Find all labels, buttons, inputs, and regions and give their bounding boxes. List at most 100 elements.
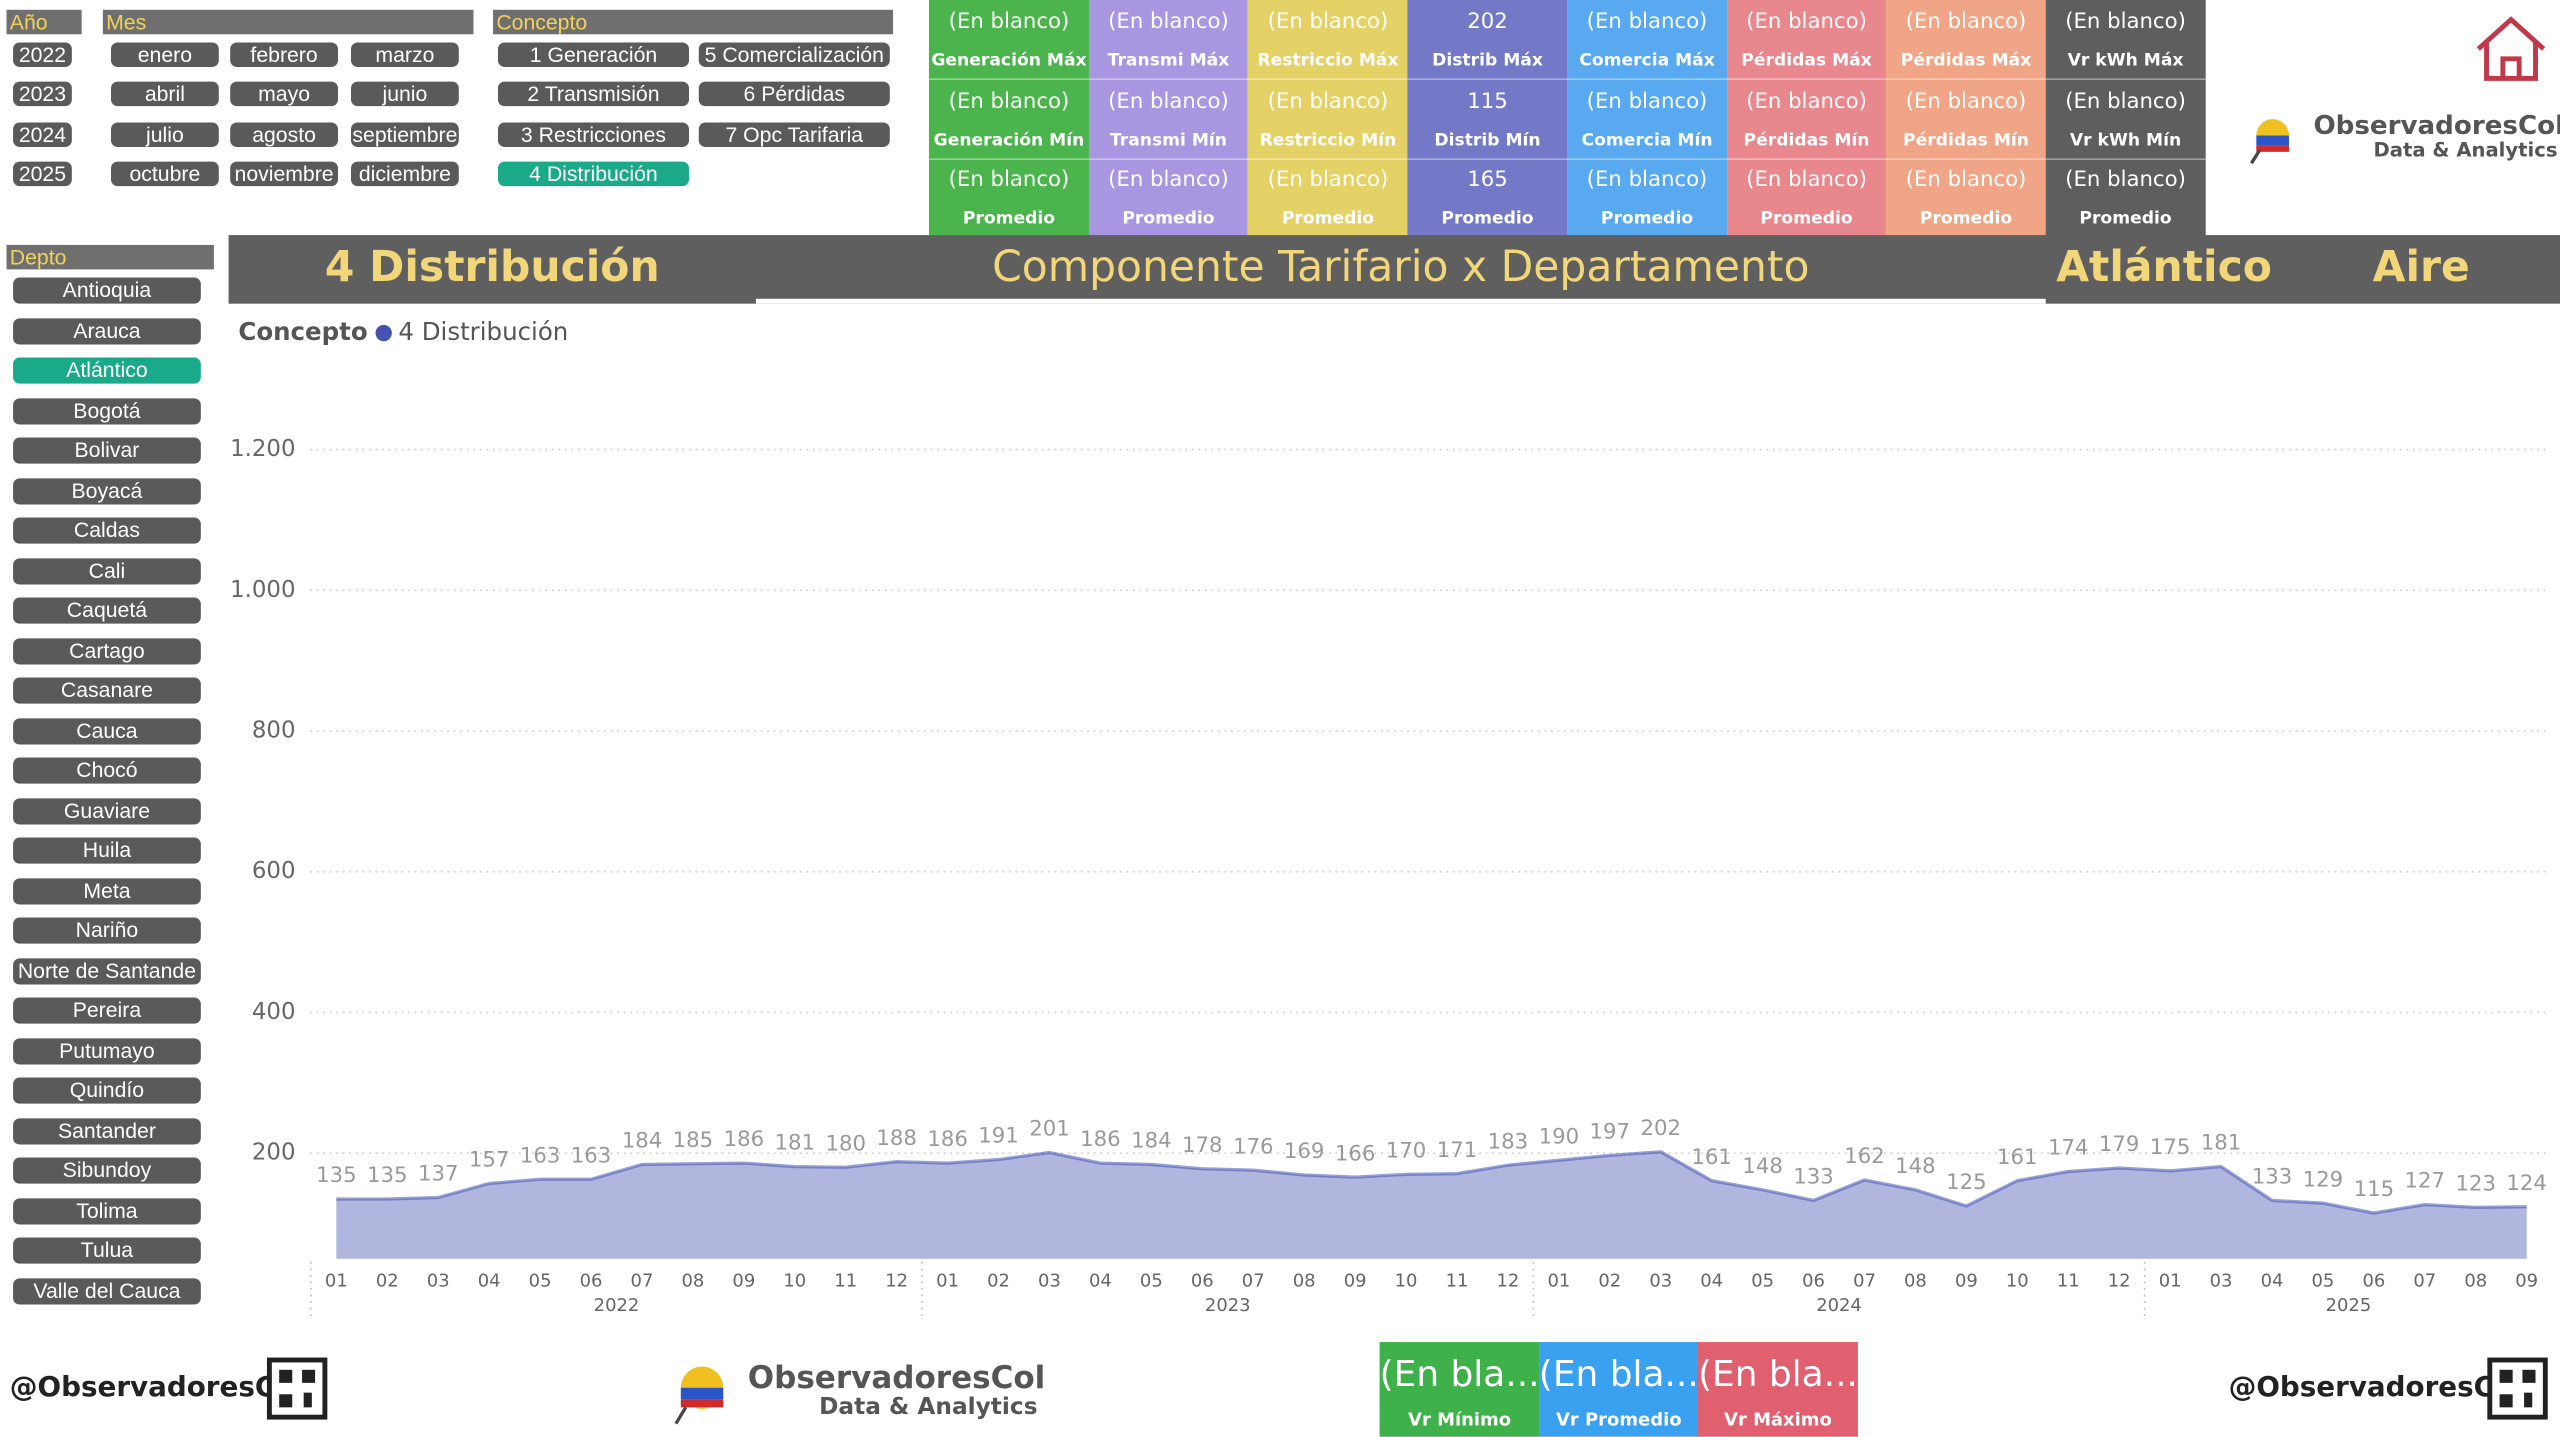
card-label: Pérdidas Máx <box>1900 50 2032 71</box>
depto-button[interactable]: Quindío <box>13 1077 201 1104</box>
month-button[interactable]: enero <box>111 42 219 67</box>
card-label: Promedio <box>1600 208 1694 229</box>
card <box>1567 0 1728 237</box>
card-value: (En blanco) <box>1746 9 1867 35</box>
concept-button[interactable]: 7 Opc Tarifaria <box>698 122 890 147</box>
depto-button[interactable]: Santander <box>13 1117 201 1144</box>
card-value: 115 <box>1467 88 1508 114</box>
month-button[interactable]: septiembre <box>351 122 459 147</box>
data-label: 181 <box>775 1131 816 1156</box>
month-button[interactable]: agosto <box>230 122 338 147</box>
depto-button[interactable]: Guaviare <box>13 797 201 824</box>
month-button[interactable]: mayo <box>230 81 338 107</box>
card-label: Promedio <box>962 208 1056 229</box>
month-button[interactable]: noviembre <box>230 161 338 187</box>
card-value: (En blanco) <box>1586 168 1708 193</box>
depto-button[interactable]: Cali <box>13 557 201 584</box>
year-button[interactable]: 2023 <box>13 81 72 107</box>
depto-button[interactable]: Valle del Cauca <box>13 1277 201 1304</box>
card-label: Generación Máx <box>931 50 1087 71</box>
depto-button[interactable]: Norte de Santande <box>13 957 201 984</box>
card-value: (En blanco) <box>948 88 1070 114</box>
home-icon[interactable] <box>2476 16 2546 81</box>
data-label: 178 <box>1182 1133 1223 1158</box>
depto-button[interactable]: Atlántico <box>13 357 201 384</box>
month-button[interactable]: abril <box>111 81 219 107</box>
depto-button[interactable]: Meta <box>13 877 201 904</box>
depto-button[interactable]: Antioquia <box>13 277 201 304</box>
data-label: 184 <box>622 1129 663 1154</box>
data-label: 148 <box>1895 1154 1936 1179</box>
year-button[interactable]: 2022 <box>13 42 72 67</box>
depto-button[interactable]: Bolivar <box>13 437 201 464</box>
depto-button[interactable]: Nariño <box>13 917 201 944</box>
card-value: (En blanco) <box>948 168 1070 193</box>
card-divider <box>1726 78 1887 80</box>
footer-card-label: Vr Mínimo <box>1408 1408 1512 1431</box>
month-button[interactable]: febrero <box>230 42 338 67</box>
card-divider <box>1726 157 1887 160</box>
card-divider <box>1886 157 2047 160</box>
depto-button[interactable]: Huila <box>13 837 201 864</box>
card-value: (En blanco) <box>1108 168 1229 193</box>
data-label: 123 <box>2455 1172 2496 1197</box>
card-label: Comercia Mín <box>1581 129 1713 150</box>
x-tick-label: 09 <box>1955 1271 1978 1292</box>
depto-button[interactable]: Pereira <box>13 997 201 1024</box>
card-label: Vr kWh Mín <box>2069 129 2182 150</box>
footer-card-value: (En bla... <box>1697 1355 1858 1396</box>
x-tick-label: 02 <box>1598 1271 1621 1292</box>
depto-button[interactable]: Chocó <box>13 757 201 784</box>
concept-button[interactable]: 6 Pérdidas <box>698 81 890 107</box>
depto-button[interactable]: Cauca <box>13 717 201 744</box>
month-button[interactable]: junio <box>351 81 459 107</box>
year-button[interactable]: 2025 <box>13 161 72 187</box>
depto-button[interactable]: Casanare <box>13 677 201 704</box>
data-label: 133 <box>1793 1165 1834 1190</box>
card-label: Restriccio Máx <box>1257 50 1399 71</box>
concept-button[interactable]: 3 Restricciones <box>497 122 689 147</box>
concept-button[interactable]: 2 Transmisión <box>497 81 689 107</box>
x-tick-label: 10 <box>2006 1271 2029 1292</box>
depto-button[interactable]: Arauca <box>13 317 201 344</box>
data-label: 186 <box>724 1127 765 1152</box>
data-label: 170 <box>1386 1138 1427 1163</box>
concept-button[interactable]: 5 Comercialización <box>698 42 890 67</box>
x-tick-label: 06 <box>580 1271 603 1292</box>
year-button[interactable]: 2024 <box>13 122 72 147</box>
depto-button[interactable]: Caquetá <box>13 597 201 624</box>
card-label: Promedio <box>1281 208 1375 229</box>
month-button[interactable]: julio <box>111 122 219 147</box>
depto-button[interactable]: Caldas <box>13 517 201 544</box>
x-tick-label: 09 <box>1344 1271 1367 1292</box>
data-label: 191 <box>978 1124 1019 1149</box>
card-value: (En blanco) <box>1586 88 1708 114</box>
concept-button[interactable]: 4 Distribución <box>497 161 689 187</box>
card-divider <box>1088 157 1249 160</box>
month-button[interactable]: octubre <box>111 161 219 187</box>
data-label: 201 <box>1029 1117 1070 1142</box>
depto-button[interactable]: Tulua <box>13 1237 201 1264</box>
month-button[interactable]: diciembre <box>351 161 459 187</box>
depto-button[interactable]: Tolima <box>13 1197 201 1224</box>
depto-button[interactable]: Putumayo <box>13 1037 201 1064</box>
card-label: Restriccio Mín <box>1259 129 1397 150</box>
depto-button[interactable]: Bogotá <box>13 397 201 424</box>
depto-button[interactable]: Boyacá <box>13 477 201 504</box>
card <box>2045 0 2206 237</box>
legend-title: Concepto <box>238 317 367 346</box>
footer-card-label: Vr Promedio <box>1555 1408 1682 1431</box>
depto-button[interactable]: Sibundoy <box>13 1157 201 1184</box>
y-tick-label: 200 <box>252 1140 296 1166</box>
depto-button[interactable]: Cartago <box>13 637 201 664</box>
y-tick-label: 1.000 <box>230 577 295 603</box>
x-tick-label: 03 <box>1038 1271 1061 1292</box>
x-tick-label: 04 <box>1089 1271 1112 1292</box>
card-value: 165 <box>1467 168 1508 193</box>
concept-button[interactable]: 1 Generación <box>497 42 689 67</box>
card <box>1247 0 1408 237</box>
x-tick-label: 01 <box>2159 1271 2182 1292</box>
month-button[interactable]: marzo <box>351 42 459 67</box>
card-value: (En blanco) <box>2065 168 2186 193</box>
